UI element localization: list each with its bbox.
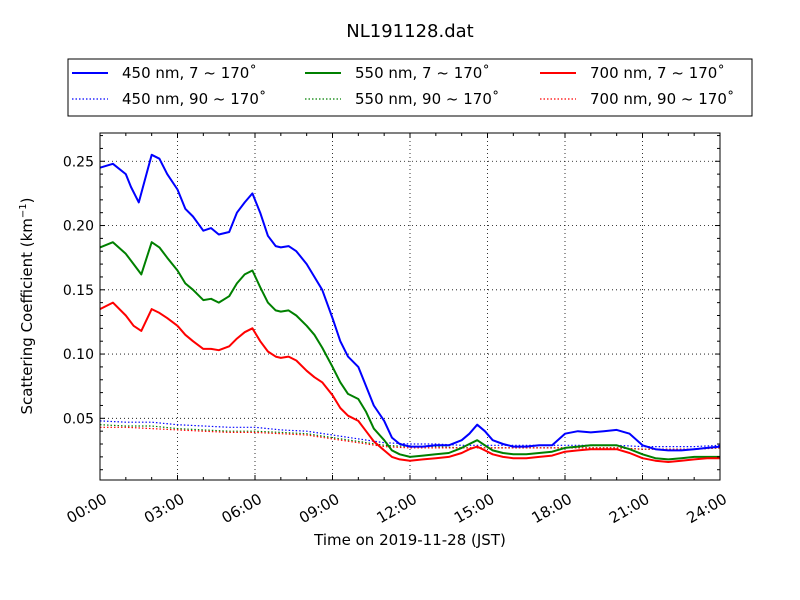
grid	[99, 133, 721, 480]
legend: 450 nm, 7 ~ 170˚ 450 nm, 90 ~ 170˚ 550 nm,…	[67, 58, 753, 117]
series-layer	[99, 153, 721, 463]
y-axis-label-close: )	[18, 197, 36, 203]
legend-label: 550 nm, 90 ~ 170˚	[355, 90, 499, 108]
x-tick-label: 18:00	[529, 490, 575, 527]
y-tick-label: 0.15	[63, 283, 94, 299]
legend-label: 450 nm, 7 ~ 170˚	[122, 64, 257, 82]
x-tick-label: 21:00	[606, 490, 652, 527]
legend-label: 450 nm, 90 ~ 170˚	[122, 90, 266, 108]
x-tick-label: 00:00	[64, 490, 110, 527]
x-tick-label: 06:00	[219, 490, 265, 527]
legend-box	[67, 58, 753, 117]
y-tick-label: 0.25	[63, 154, 94, 170]
x-tick-label: 15:00	[451, 490, 497, 527]
x-tick-label: 03:00	[141, 490, 187, 527]
series-line-550-nm-7-170-solid	[99, 241, 720, 461]
chart-title: NL191128.dat	[346, 21, 473, 42]
x-tick-label: 12:00	[374, 490, 420, 527]
series-line-450-nm-7-170-solid	[99, 153, 721, 452]
legend-label: 700 nm, 7 ~ 170˚	[590, 64, 725, 82]
x-axis: 00:00 03:00 06:00 09:00 12:00 15:00 18:00 21:00…	[64, 133, 730, 527]
y-axis-label: Scattering Coefficient (km−1)	[18, 197, 36, 414]
y-axis-label-superscript: −1	[18, 203, 29, 218]
x-tick-label: 24:00	[684, 490, 730, 527]
y-axis: 0.05 0.10 0.15 0.20 0.25	[63, 135, 720, 471]
y-tick-label: 0.20	[63, 219, 94, 235]
legend-label: 550 nm, 7 ~ 170˚	[355, 64, 490, 82]
x-axis-label: Time on 2019-11-28 (JST)	[313, 531, 506, 549]
legend-label: 700 nm, 90 ~ 170˚	[590, 90, 734, 108]
series-line-700-nm-7-170-solid	[99, 301, 720, 463]
y-tick-label: 0.10	[63, 347, 94, 363]
y-axis-label-main: Scattering Coefficient (km	[18, 218, 36, 414]
x-tick-label: 09:00	[296, 490, 342, 527]
y-tick-label: 0.05	[63, 411, 94, 427]
